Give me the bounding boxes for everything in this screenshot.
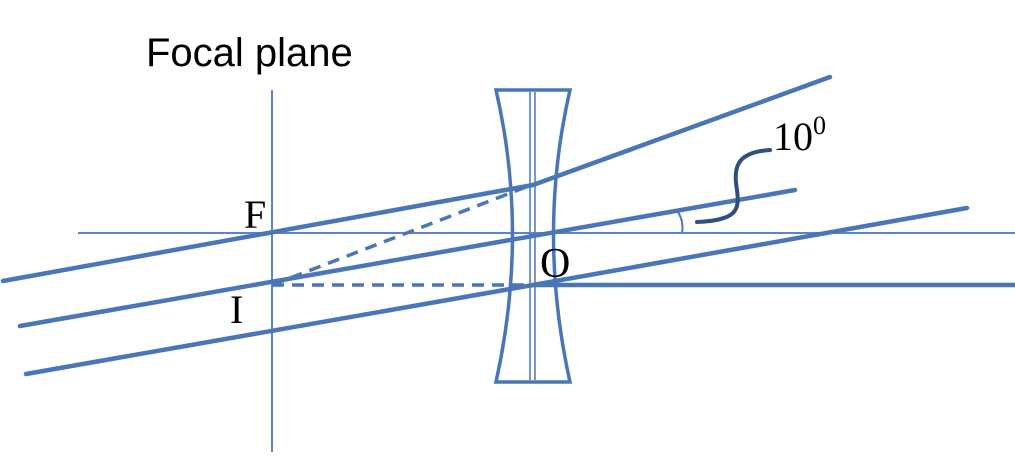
virtual-ray-upper <box>271 185 527 287</box>
label-optical-center-o: O <box>540 241 570 287</box>
lower-parallel-ray <box>530 205 970 288</box>
lens-outline <box>493 88 573 384</box>
angle-leader-line <box>695 148 772 224</box>
label-image-i: I <box>230 287 243 332</box>
angle-arc <box>677 211 684 234</box>
rays <box>0 74 1015 377</box>
label-angle-value: 100 <box>773 111 826 159</box>
label-focus-f: F <box>244 192 266 237</box>
upper-incident-ray <box>0 182 536 284</box>
upper-refracted-ray <box>530 74 833 188</box>
focal-plane-title: Focal plane <box>146 31 353 75</box>
central-ray <box>17 187 798 329</box>
virtual-rays <box>271 185 527 287</box>
angle-number: 10 <box>773 114 813 159</box>
angle-superscript: 0 <box>813 111 826 140</box>
lower-incident-ray <box>23 282 536 377</box>
